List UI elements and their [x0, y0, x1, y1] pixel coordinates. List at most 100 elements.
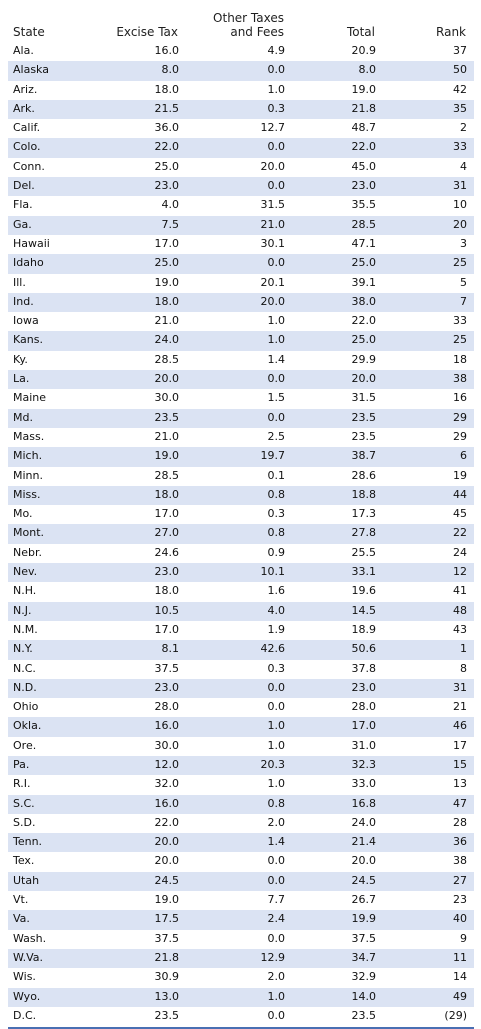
cell-other-taxes: 0.0 [267, 140, 286, 154]
cell-excise-tax: 19.0 [154, 893, 180, 907]
table-row: Maine 30.0 1.5 31.5 16 [8, 389, 474, 408]
cell-rank: 42 [453, 82, 467, 96]
cell-state: Tenn. [13, 835, 43, 849]
cell-rank: 48 [453, 603, 467, 617]
cell-total: 23.5 [351, 1008, 377, 1022]
cell-state: W.Va. [13, 950, 44, 964]
cell-rank: 28 [453, 815, 467, 829]
table-row: R.I. 32.0 1.0 33.0 13 [8, 775, 474, 794]
cell-rank: 19 [453, 468, 467, 482]
cell-state: Hawaii [13, 236, 50, 250]
cell-total: 14.0 [351, 989, 377, 1003]
header-rank: Rank [436, 25, 466, 39]
cell-rank: 40 [453, 912, 467, 926]
table-row: Nebr. 24.6 0.9 25.5 24 [8, 544, 474, 563]
cell-rank: 25 [453, 256, 467, 270]
cell-rank: 38 [453, 854, 467, 868]
cell-state: Idaho [13, 256, 44, 270]
cell-rank: 41 [453, 584, 467, 598]
header-other-taxes: Other Taxes and Fees [174, 11, 284, 39]
cell-rank: 13 [453, 777, 467, 791]
cell-rank: 10 [453, 198, 467, 212]
header-state: State [13, 25, 45, 39]
cell-total: 48.7 [351, 121, 377, 135]
table-row: N.H. 18.0 1.6 19.6 41 [8, 582, 474, 601]
cell-state: Va. [13, 912, 30, 926]
cell-excise-tax: 17.0 [154, 507, 180, 521]
table-row: N.D. 23.0 0.0 23.0 31 [8, 678, 474, 699]
cell-total: 24.0 [351, 815, 377, 829]
table-row: Mich. 19.0 19.7 38.7 6 [8, 447, 474, 467]
table-row: Ohio 28.0 0.0 28.0 21 [8, 698, 474, 717]
cell-state: Miss. [13, 487, 41, 501]
cell-state: Mont. [13, 526, 45, 540]
cell-excise-tax: 36.0 [154, 121, 180, 135]
table-row: N.M. 17.0 1.9 18.9 43 [8, 621, 474, 640]
cell-excise-tax: 37.5 [154, 931, 180, 945]
cell-state: N.J. [13, 603, 32, 617]
cell-state: Ariz. [13, 82, 38, 96]
cell-excise-tax: 23.0 [154, 565, 180, 579]
cell-total: 45.0 [351, 159, 377, 173]
cell-state: Okla. [13, 719, 42, 733]
cell-state: N.M. [13, 622, 38, 636]
cell-excise-tax: 16.0 [154, 44, 180, 57]
cell-total: 14.5 [351, 603, 377, 617]
cell-state: N.Y. [13, 642, 33, 656]
cell-rank: 35 [453, 101, 467, 115]
cell-excise-tax: 8.0 [161, 63, 180, 77]
cell-excise-tax: 27.0 [154, 526, 180, 540]
cell-rank: 5 [460, 275, 467, 289]
cell-other-taxes: 0.9 [267, 545, 286, 559]
cell-state: Ill. [13, 275, 26, 289]
cell-rank: 2 [460, 121, 467, 135]
cell-other-taxes: 10.1 [260, 565, 286, 579]
cell-state: Nev. [13, 565, 38, 579]
cell-other-taxes: 0.0 [267, 372, 286, 386]
cell-rank: 22 [453, 526, 467, 540]
cell-excise-tax: 10.5 [154, 603, 180, 617]
table-row: S.C. 16.0 0.8 16.8 47 [8, 794, 474, 814]
cell-other-taxes: 0.8 [267, 796, 286, 810]
table-row: Kans. 24.0 1.0 25.0 25 [8, 331, 474, 351]
cell-rank: 25 [453, 333, 467, 347]
cell-total: 31.5 [351, 391, 377, 405]
cell-rank: 43 [453, 622, 467, 636]
cell-rank: 9 [460, 931, 467, 945]
cell-other-taxes: 2.4 [267, 912, 286, 926]
cell-rank: 23 [453, 893, 467, 907]
cell-rank: 31 [453, 680, 467, 694]
cell-excise-tax: 17.5 [154, 912, 180, 926]
cell-excise-tax: 30.0 [154, 391, 180, 405]
table-row: Pa. 12.0 20.3 32.3 15 [8, 755, 474, 776]
cell-rank: 44 [453, 487, 467, 501]
cell-state: Md. [13, 410, 33, 424]
cell-excise-tax: 18.0 [154, 82, 180, 96]
cell-total: 25.0 [351, 333, 377, 347]
cell-total: 33.1 [351, 565, 377, 579]
table-row: Ky. 28.5 1.4 29.9 18 [8, 351, 474, 370]
cell-state: Del. [13, 179, 35, 193]
cell-other-taxes: 0.0 [267, 179, 286, 193]
cell-state: S.D. [13, 815, 36, 829]
cell-total: 28.5 [351, 217, 377, 231]
cell-excise-tax: 23.5 [154, 1008, 180, 1022]
cell-total: 27.8 [351, 526, 377, 540]
cell-rank: 18 [453, 352, 467, 366]
table-row: Ala. 16.0 4.9 20.9 37 [8, 42, 474, 61]
cell-state: Wash. [13, 931, 47, 945]
cell-state: N.D. [13, 680, 37, 694]
cell-state: La. [13, 372, 30, 386]
cell-other-taxes: 0.0 [267, 854, 286, 868]
cell-state: Mass. [13, 429, 45, 443]
cell-other-taxes: 20.1 [260, 275, 286, 289]
cell-excise-tax: 16.0 [154, 719, 180, 733]
cell-other-taxes: 0.3 [267, 101, 286, 115]
cell-rank: 3 [460, 236, 467, 250]
table-row: Okla. 16.0 1.0 17.0 46 [8, 717, 474, 737]
cell-excise-tax: 22.0 [154, 815, 180, 829]
table-row: W.Va. 21.8 12.9 34.7 11 [8, 948, 474, 969]
cell-rank: 29 [453, 429, 467, 443]
cell-rank: 37 [453, 44, 467, 57]
cell-total: 38.7 [351, 449, 377, 463]
